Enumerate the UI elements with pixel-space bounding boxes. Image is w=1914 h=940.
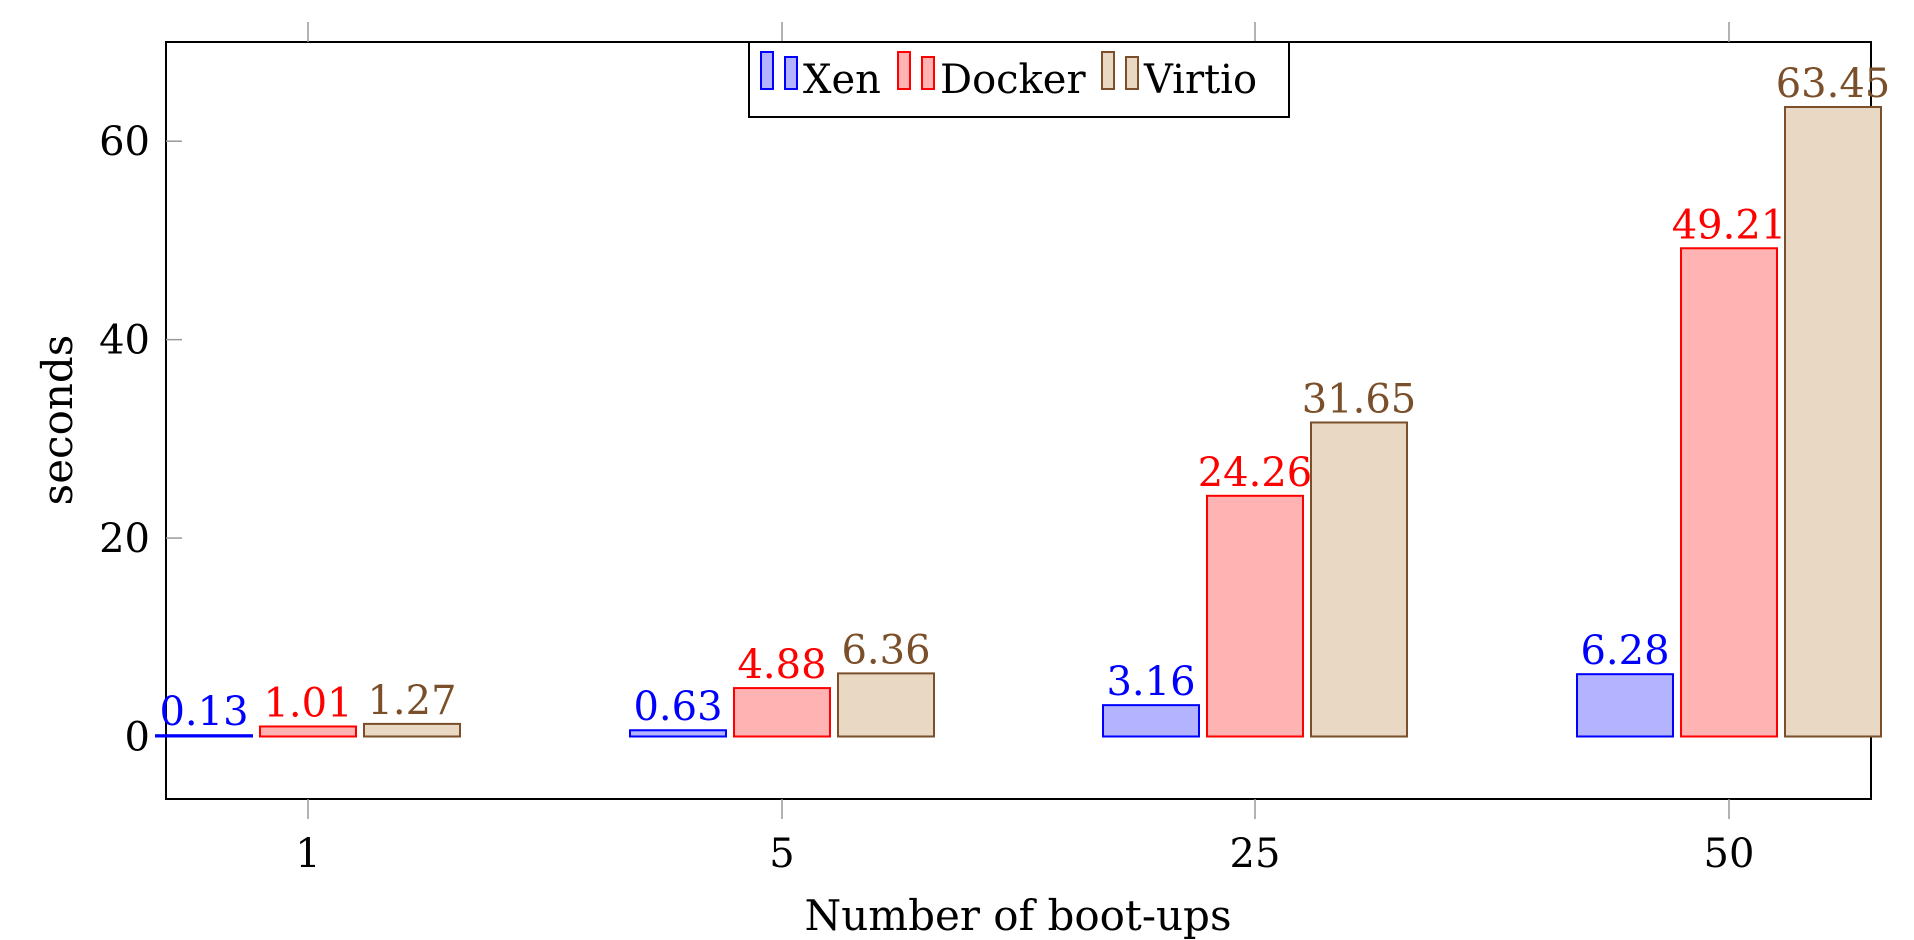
legend-swatch-xen: [784, 56, 798, 90]
x-tick-label: 1: [295, 831, 320, 877]
legend-label-xen: Xen: [803, 57, 881, 103]
data-label-xen: 6.28: [1580, 628, 1669, 674]
bar-virtio: [363, 722, 461, 738]
y-axis-label: seconds: [33, 335, 82, 506]
legend: Xen Docker Virtio: [748, 41, 1290, 118]
data-label-docker: 1.01: [263, 680, 352, 726]
bar-xen: [1102, 704, 1200, 738]
bar-docker: [733, 687, 831, 738]
data-labels: 0.13 0.63 3.16 6.28 1.01 4.88 24.26 49.21 1.27 6.…: [159, 61, 1890, 735]
y-tick-label: 60: [99, 119, 150, 165]
bar-xen: [629, 729, 727, 738]
legend-swatch-virtio: [1101, 51, 1115, 90]
y-tick-label: 40: [99, 318, 150, 364]
bar-docker: [1680, 247, 1778, 738]
bar-virtio: [1310, 421, 1408, 738]
y-tick-label: 20: [99, 516, 150, 562]
x-axis-label: Number of boot-ups: [805, 891, 1232, 940]
data-label-xen: 3.16: [1106, 659, 1195, 705]
legend-box: [748, 41, 1290, 118]
data-label-virtio: 31.65: [1302, 376, 1417, 422]
data-label-xen: 0.63: [633, 684, 722, 730]
legend-label-virtio: Virtio: [1143, 57, 1257, 103]
bar-xen: [155, 734, 253, 738]
bar-virtio: [837, 672, 935, 738]
legend-swatch-virtio: [1125, 56, 1139, 90]
data-label-virtio: 6.36: [841, 627, 930, 673]
bars: [155, 105, 1882, 738]
bar-docker: [1206, 494, 1304, 738]
bar-xen: [1576, 673, 1674, 738]
x-tick-label: 50: [1704, 831, 1755, 877]
y-tick-label: 0: [125, 714, 150, 760]
data-label-virtio: 63.45: [1776, 61, 1891, 107]
y-tick-labels: 0 20 40 60: [99, 119, 150, 760]
x-tick-label: 5: [769, 831, 794, 877]
legend-swatch-docker: [897, 51, 911, 90]
data-label-docker: 4.88: [737, 642, 826, 688]
x-tick-label: 25: [1230, 831, 1281, 877]
legend-swatch-xen: [760, 51, 774, 90]
data-label-xen: 0.13: [159, 689, 248, 735]
data-label-docker: 24.26: [1198, 450, 1313, 496]
bar-virtio: [1784, 105, 1882, 738]
data-label-docker: 49.21: [1672, 202, 1787, 248]
data-label-virtio: 1.27: [367, 678, 456, 724]
legend-label-docker: Docker: [940, 57, 1086, 103]
legend-swatch-docker: [921, 56, 935, 90]
bar-docker: [259, 725, 357, 738]
x-tick-labels: 1 5 25 50: [295, 831, 1754, 877]
